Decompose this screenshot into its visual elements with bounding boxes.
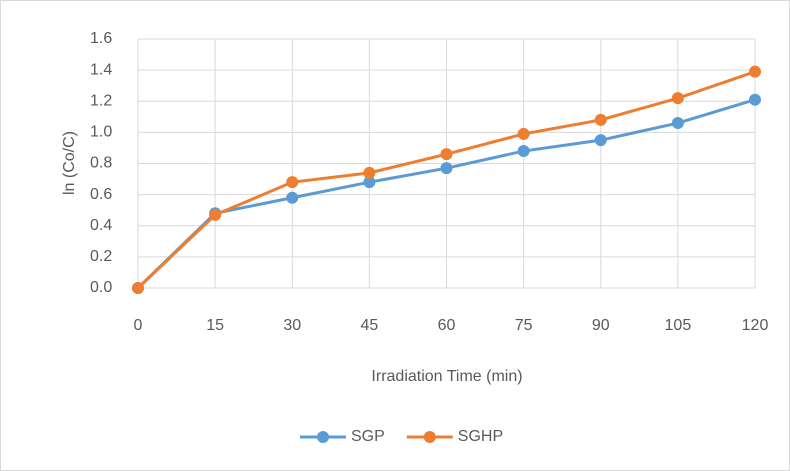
data-point — [286, 176, 299, 189]
x-tick-label: 45 — [360, 317, 378, 334]
data-point — [132, 282, 144, 294]
data-point — [209, 208, 222, 221]
data-point — [594, 134, 607, 147]
data-point — [517, 145, 530, 158]
data-point — [671, 117, 684, 130]
data-point — [517, 127, 530, 140]
x-axis-label: Irradiation Time (min) — [371, 368, 522, 385]
x-tick-label: 15 — [206, 317, 224, 334]
x-tick-label: 30 — [283, 317, 301, 334]
data-point — [286, 191, 299, 204]
legend-label: SGHP — [458, 428, 503, 445]
data-point — [363, 166, 376, 179]
y-tick-label: 0.0 — [90, 279, 112, 296]
data-point — [749, 65, 761, 78]
x-tick-label: 105 — [665, 317, 692, 334]
y-tick-label: 0.8 — [90, 155, 112, 172]
y-tick-label: 1.4 — [90, 61, 112, 78]
data-point — [749, 93, 761, 106]
y-tick-label: 1.6 — [90, 30, 112, 47]
data-point — [363, 176, 376, 189]
x-tick-label: 90 — [592, 317, 610, 334]
x-tick-label: 0 — [134, 317, 143, 334]
x-tick-label: 75 — [515, 317, 533, 334]
y-tick-label: 1.0 — [90, 124, 112, 141]
y-tick-label: 0.6 — [90, 186, 112, 203]
x-tick-label: 120 — [742, 317, 769, 334]
x-tick-label: 60 — [438, 317, 456, 334]
data-point — [440, 148, 453, 161]
data-point — [440, 162, 453, 175]
y-tick-label: 1.2 — [90, 92, 112, 109]
data-point — [594, 113, 607, 126]
y-tick-label: 0.2 — [90, 248, 112, 265]
legend-marker — [317, 431, 329, 443]
y-axis-label: ln (Co/C) — [61, 131, 78, 195]
y-tick-label: 0.4 — [90, 217, 112, 234]
legend-label: SGP — [351, 428, 385, 445]
data-point — [671, 92, 684, 105]
legend-marker — [423, 431, 436, 443]
